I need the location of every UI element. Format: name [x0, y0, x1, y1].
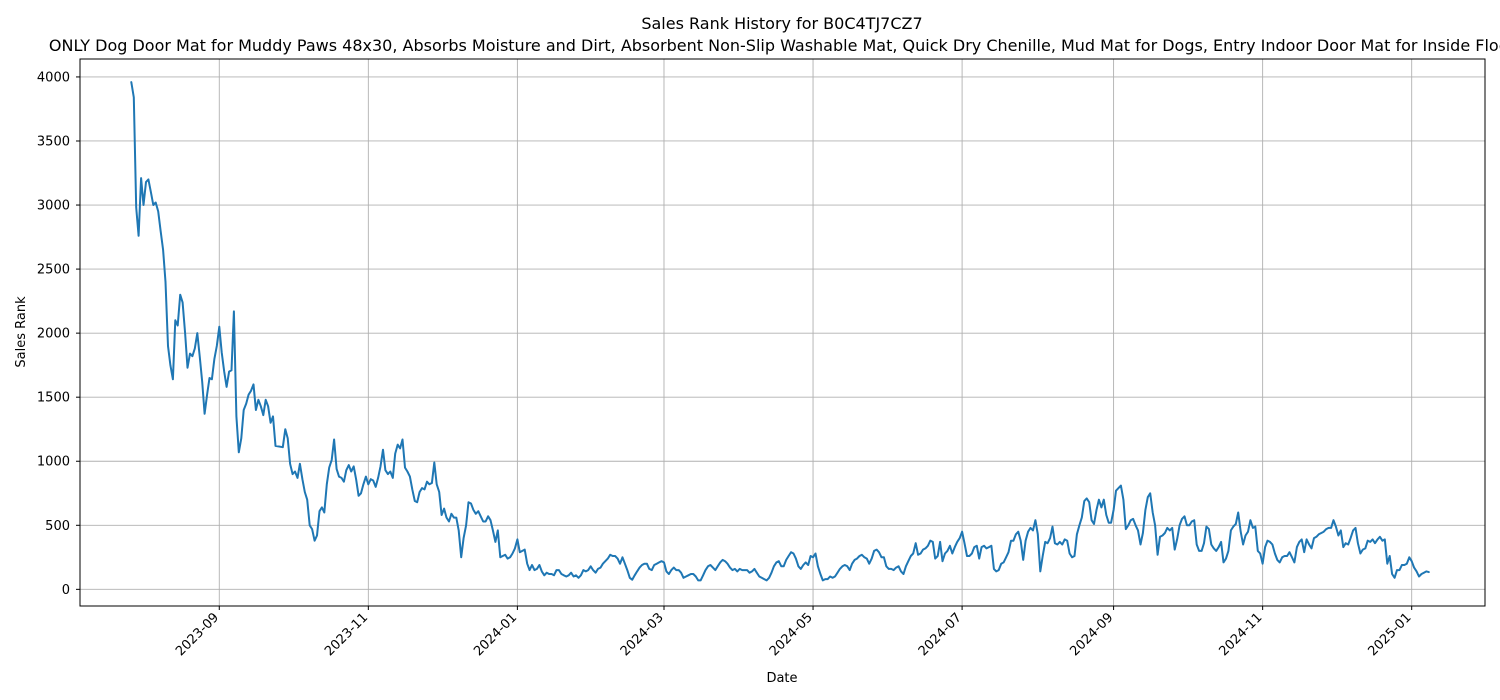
grid: [80, 59, 1485, 606]
y-tick-label: 4000: [37, 70, 70, 85]
x-tick-label: 2024-11: [1216, 610, 1265, 659]
y-tick-label: 1500: [37, 391, 70, 406]
sales-rank-line: [130, 81, 1430, 582]
y-tick-label: 2500: [37, 263, 70, 278]
x-tick-label: 2024-05: [767, 610, 816, 659]
x-tick-label: 2025-01: [1366, 610, 1415, 659]
y-axis-label: Sales Rank: [14, 296, 29, 368]
axis-ticks: 0 500 1000 1500 2000 2500 3000 3500 4000 2023-09 2…: [37, 70, 1415, 659]
chart-subtitle: ONLY Dog Door Mat for Muddy Paws 48x30, …: [49, 36, 1500, 55]
plot-frame: [79, 58, 1486, 607]
x-tick-label: 2024-07: [916, 610, 965, 659]
x-tick-label: 2024-01: [471, 610, 520, 659]
x-tick-label: 2023-09: [173, 610, 222, 659]
y-tick-label: 3500: [37, 134, 70, 149]
series-layer: [130, 81, 1430, 582]
x-tick-label: 2024-03: [618, 610, 667, 659]
x-tick-label: 2023-11: [322, 610, 371, 659]
y-tick-label: 0: [62, 583, 70, 598]
y-tick-label: 500: [45, 519, 70, 534]
y-tick-label: 1000: [37, 455, 70, 470]
y-tick-label: 2000: [37, 327, 70, 342]
x-tick-label: 2024-09: [1067, 610, 1116, 659]
chart-title: Sales Rank History for B0C4TJ7CZ7: [641, 14, 922, 33]
x-axis-label: Date: [766, 671, 797, 686]
y-tick-label: 3000: [37, 199, 70, 214]
